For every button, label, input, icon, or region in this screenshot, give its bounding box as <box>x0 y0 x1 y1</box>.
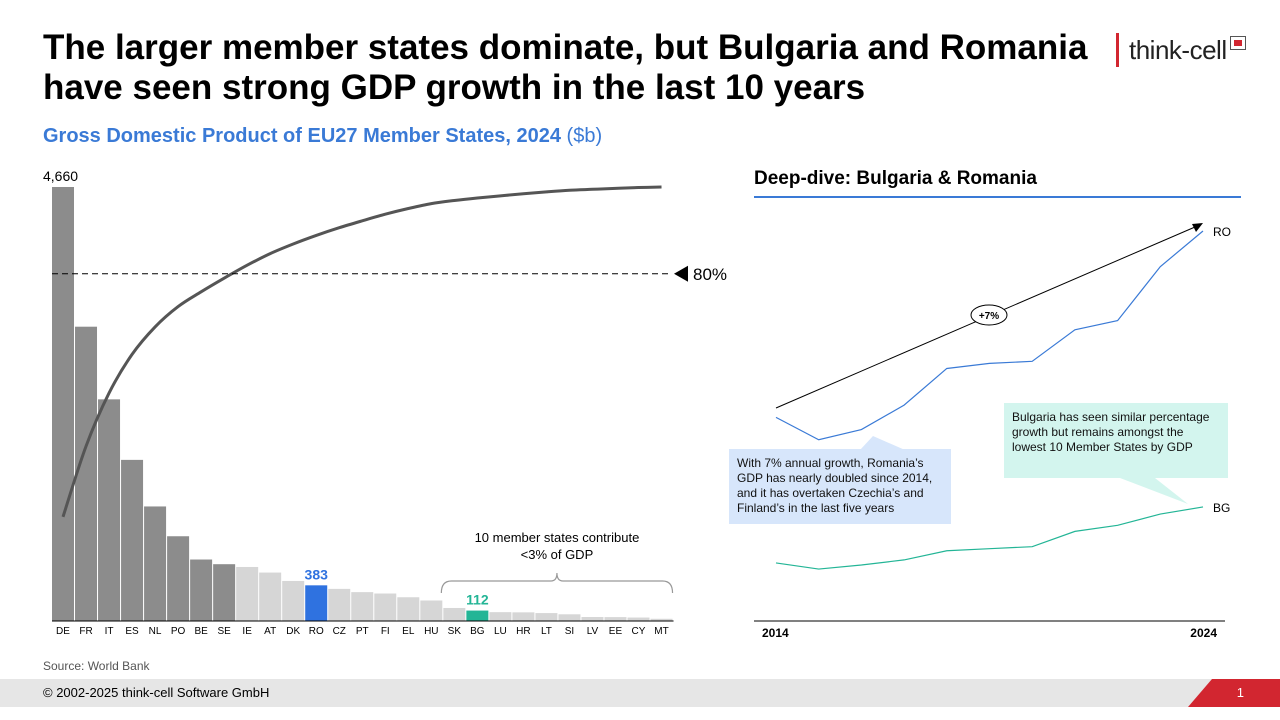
x-tick-label: FR <box>79 626 92 637</box>
bar-mt <box>650 618 673 621</box>
romania-callout: With 7% annual growth, Romania’s GDP has… <box>729 449 951 524</box>
bar-ie <box>236 566 259 621</box>
x-tick-label: BE <box>194 626 208 637</box>
bracket <box>440 572 674 594</box>
bar-dk <box>282 580 305 621</box>
x-tick-label: ES <box>125 626 139 637</box>
value-label-bg: 112 <box>466 592 489 608</box>
line-x-tick-end: 2024 <box>1190 626 1217 640</box>
bar-cz <box>328 588 351 621</box>
subtitle-text: Gross Domestic Product of EU27 Member St… <box>43 125 561 147</box>
x-tick-label: FI <box>381 626 390 637</box>
x-tick-label: IT <box>105 626 114 637</box>
bar-sk <box>443 607 466 621</box>
x-tick-label: EE <box>609 626 623 637</box>
x-tick-label: AT <box>264 626 276 637</box>
think-cell-logo: think-cell <box>1116 33 1246 67</box>
x-tick-label: HU <box>424 626 438 637</box>
bar-cy <box>627 617 650 621</box>
x-tick-label: CY <box>632 626 646 637</box>
subtitle-unit: ($b) <box>566 125 603 147</box>
bar-nl <box>144 506 167 621</box>
footer: © 2002-2025 think-cell Software GmbH 1 <box>0 679 1280 707</box>
x-tick-label: IE <box>242 626 252 637</box>
bar-ro <box>305 585 328 621</box>
page-number: 1 <box>1236 685 1244 700</box>
x-tick-label: SK <box>448 626 462 637</box>
bar-at <box>259 572 282 621</box>
bulgaria-callout: Bulgaria has seen similar percentage gro… <box>1004 403 1228 478</box>
value-label-ro: 383 <box>305 566 329 582</box>
value-label-de: 4,660 <box>43 168 78 184</box>
reference-label: 80% <box>693 265 727 284</box>
bar-se <box>213 564 236 621</box>
series-label-ro: RO <box>1213 225 1231 239</box>
x-tick-label: DE <box>56 626 70 637</box>
reference-arrow-icon <box>674 265 688 282</box>
line-series-bg <box>775 506 1204 570</box>
bulgaria-callout-tail <box>1120 478 1188 504</box>
x-tick-label: EL <box>402 626 415 637</box>
bar-it <box>98 399 121 621</box>
bar-po <box>167 536 190 621</box>
trend-badge <box>970 304 1008 326</box>
page-title: The larger member states dominate, but B… <box>43 28 1088 107</box>
logo-text: think-cell <box>1129 34 1227 65</box>
logo-bar <box>1116 33 1119 67</box>
bar-es <box>121 459 144 621</box>
x-tick-label: MT <box>654 626 668 637</box>
trend-label: +7% <box>979 311 999 322</box>
x-tick-label: HR <box>516 626 530 637</box>
logo-box-icon <box>1229 36 1246 50</box>
x-tick-label: BG <box>470 626 485 637</box>
bar-lu <box>489 612 512 621</box>
trend-arrowhead-icon <box>1192 223 1203 232</box>
bar-lv <box>581 616 604 621</box>
x-tick-label: DK <box>286 626 300 637</box>
bracket-label-line1: 10 member states contribute <box>475 530 640 545</box>
x-tick-label: SE <box>217 626 231 637</box>
bar-hr <box>512 612 535 621</box>
bar-si <box>558 614 581 621</box>
page-number-tab <box>1188 679 1280 707</box>
x-tick-label: NL <box>149 626 162 637</box>
bar-de <box>52 187 74 621</box>
x-tick-label: PT <box>356 626 369 637</box>
bar-fi <box>374 593 397 621</box>
copyright: © 2002-2025 think-cell Software GmbH <box>43 685 270 700</box>
x-tick-label: LV <box>587 626 599 637</box>
series-label-bg: BG <box>1213 501 1230 515</box>
bar-ee <box>604 617 627 621</box>
x-tick-label: LT <box>541 626 552 637</box>
x-tick-label: SI <box>565 626 574 637</box>
x-tick-label: RO <box>309 626 324 637</box>
bar-be <box>190 559 213 621</box>
bar-fr <box>75 326 98 621</box>
bracket-label-line2: <3% of GDP <box>521 547 594 562</box>
cumulative-share-line <box>61 185 662 518</box>
line-x-tick-start: 2014 <box>762 626 789 640</box>
x-tick-label: CZ <box>333 626 346 637</box>
chart-subtitle: Gross Domestic Product of EU27 Member St… <box>43 125 602 148</box>
bar-hu <box>420 600 443 621</box>
bar-bg <box>466 610 489 621</box>
x-tick-label: LU <box>494 626 507 637</box>
romania-callout-tail <box>860 436 905 450</box>
deep-dive-rule <box>754 196 1241 198</box>
line-series-ro <box>775 230 1204 441</box>
source-note: Source: World Bank <box>43 659 150 673</box>
bar-lt <box>535 613 558 621</box>
x-tick-label: PO <box>171 626 186 637</box>
bar-el <box>397 597 420 621</box>
bar-pt <box>351 592 374 621</box>
deep-dive-title: Deep-dive: Bulgaria & Romania <box>754 168 1037 189</box>
